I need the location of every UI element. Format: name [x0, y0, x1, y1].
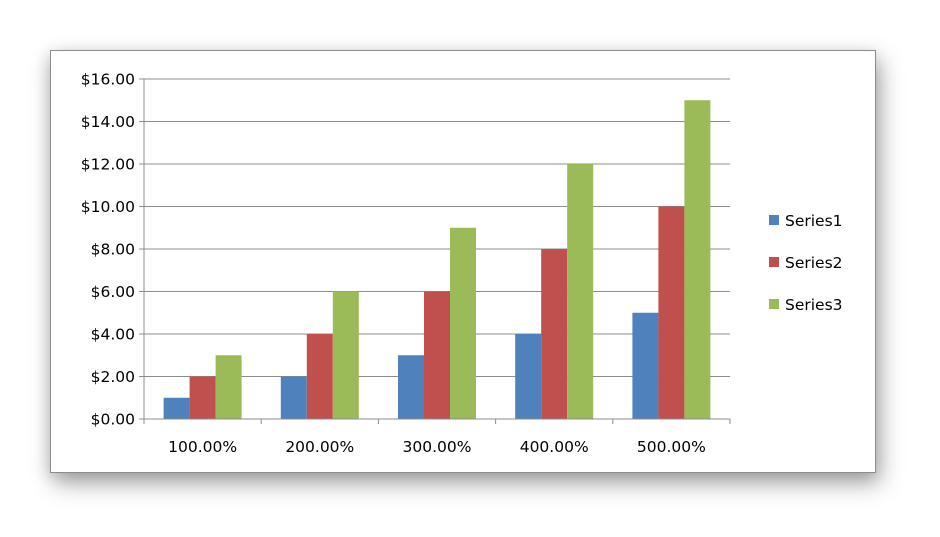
- y-tick-label: $14.00: [81, 113, 135, 131]
- y-tick-label: $10.00: [81, 198, 135, 216]
- y-axis-tick-labels: $0.00 $2.00 $4.00 $6.00 $8.00 $10.00 $12.00 $14…: [81, 71, 135, 429]
- legend-swatch-series1: [769, 215, 779, 225]
- bar-series3-5: [684, 100, 711, 419]
- x-tick-label: 400.00%: [520, 438, 589, 456]
- x-tick-label: 500.00%: [637, 438, 706, 456]
- legend-label-series2: Series2: [785, 254, 843, 272]
- legend: Series1 Series2 Series3: [769, 212, 843, 314]
- y-tick-label: $8.00: [91, 241, 135, 259]
- y-tick-label: $0.00: [91, 411, 135, 429]
- y-tick-label: $2.00: [91, 368, 135, 386]
- bar-series1-4: [515, 334, 542, 419]
- y-tick-label: $4.00: [91, 326, 135, 344]
- bar-series3-3: [450, 227, 476, 419]
- axes: [139, 78, 731, 424]
- x-tick-label: 100.00%: [168, 438, 237, 456]
- bar-series1-5: [632, 312, 659, 419]
- bars: [163, 100, 711, 419]
- x-tick-label: 300.00%: [403, 438, 472, 456]
- bar-series3-2: [332, 291, 359, 419]
- bar-series2-3: [424, 291, 450, 419]
- chart-frame: $0.00 $2.00 $4.00 $6.00 $8.00 $10.00 $12.00 $14…: [50, 50, 876, 473]
- y-tick-label: $6.00: [91, 283, 135, 301]
- bar-series1-2: [280, 376, 307, 419]
- y-tick-label: $12.00: [81, 156, 135, 174]
- legend-label-series1: Series1: [785, 212, 843, 230]
- legend-label-series3: Series3: [785, 296, 843, 314]
- bar-series1-3: [398, 355, 424, 419]
- bar-series2-2: [306, 334, 333, 419]
- legend-swatch-series3: [769, 299, 779, 309]
- x-tick-label: 200.00%: [285, 438, 354, 456]
- bar-series1-1: [163, 397, 190, 419]
- bar-series2-4: [541, 249, 568, 419]
- bar-series3-1: [215, 355, 242, 419]
- bar-series2-5: [658, 206, 685, 419]
- legend-swatch-series2: [769, 257, 779, 267]
- bar-series3-4: [567, 164, 594, 419]
- y-tick-label: $16.00: [81, 71, 135, 89]
- bar-series2-1: [189, 376, 216, 419]
- bar-chart: $0.00 $2.00 $4.00 $6.00 $8.00 $10.00 $12.00 $14…: [81, 71, 843, 457]
- x-axis-tick-labels: 100.00% 200.00% 300.00% 400.00% 500.00%: [168, 438, 706, 456]
